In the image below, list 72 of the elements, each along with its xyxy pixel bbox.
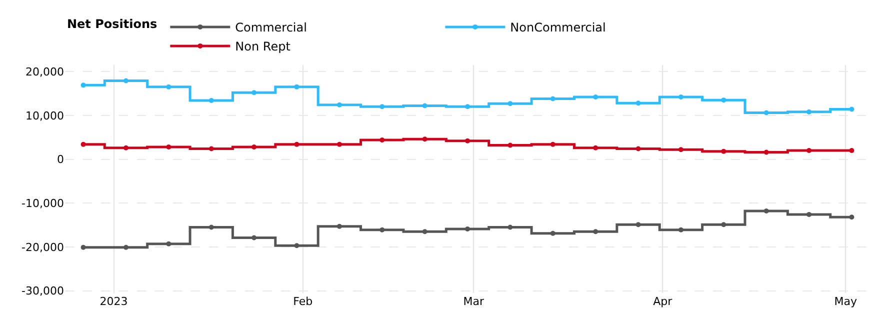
y-tick-label: 20,000 <box>26 65 64 78</box>
point <box>849 106 854 112</box>
point <box>636 146 641 152</box>
y-tick-label: -20,000 <box>22 240 64 254</box>
point <box>508 224 513 230</box>
point <box>721 98 726 103</box>
point <box>123 244 128 250</box>
point <box>636 222 641 228</box>
point <box>123 78 128 84</box>
point <box>465 104 470 110</box>
point <box>380 104 385 110</box>
legend-title: Net Positions <box>67 17 158 32</box>
y-tick-label: -30,000 <box>22 284 64 298</box>
y-tick-label: -10,000 <box>22 196 64 210</box>
point <box>294 84 300 90</box>
point <box>208 146 214 152</box>
point <box>208 224 214 230</box>
legend-label: Commercial <box>235 20 307 35</box>
point <box>252 235 257 240</box>
point <box>508 101 513 106</box>
x-tick-label: Mar <box>463 295 484 308</box>
point <box>80 142 86 147</box>
point <box>252 144 257 150</box>
point <box>294 142 300 147</box>
point <box>166 241 172 246</box>
point <box>721 222 726 228</box>
y-tick-label: 0 <box>57 153 64 166</box>
x-tick-label: Apr <box>653 295 673 308</box>
point <box>550 96 556 102</box>
point <box>422 103 428 108</box>
point <box>380 137 385 142</box>
point <box>422 229 428 234</box>
x-tick-label: 2023 <box>100 295 128 308</box>
legend-label: Non Rept <box>235 40 291 54</box>
point <box>806 148 812 153</box>
point <box>593 145 598 150</box>
point <box>849 214 854 220</box>
x-tick-label: Feb <box>293 295 313 308</box>
x-tick-label: May <box>834 295 858 308</box>
point <box>550 142 556 147</box>
point <box>336 102 342 108</box>
point <box>508 142 513 148</box>
point <box>764 208 769 214</box>
point <box>465 226 470 232</box>
point <box>849 148 854 153</box>
point <box>593 94 598 100</box>
point <box>294 243 300 248</box>
point <box>550 230 556 236</box>
y-tick-label: 10,000 <box>26 109 64 122</box>
point <box>678 147 684 152</box>
point <box>422 136 428 142</box>
point <box>380 227 385 232</box>
point <box>166 84 172 90</box>
point <box>721 148 726 154</box>
point <box>678 94 684 100</box>
point <box>80 82 86 88</box>
point <box>764 110 769 116</box>
point <box>764 150 769 155</box>
point <box>806 212 812 218</box>
legend-label: NonCommercial <box>510 20 606 35</box>
point <box>208 98 214 104</box>
point <box>806 109 812 114</box>
point <box>465 138 470 144</box>
point <box>123 145 128 150</box>
point <box>336 224 342 229</box>
point <box>678 227 684 232</box>
point <box>336 142 342 147</box>
point <box>636 100 641 106</box>
point <box>80 244 86 250</box>
point <box>166 144 172 150</box>
point <box>252 90 257 96</box>
point <box>593 229 598 234</box>
